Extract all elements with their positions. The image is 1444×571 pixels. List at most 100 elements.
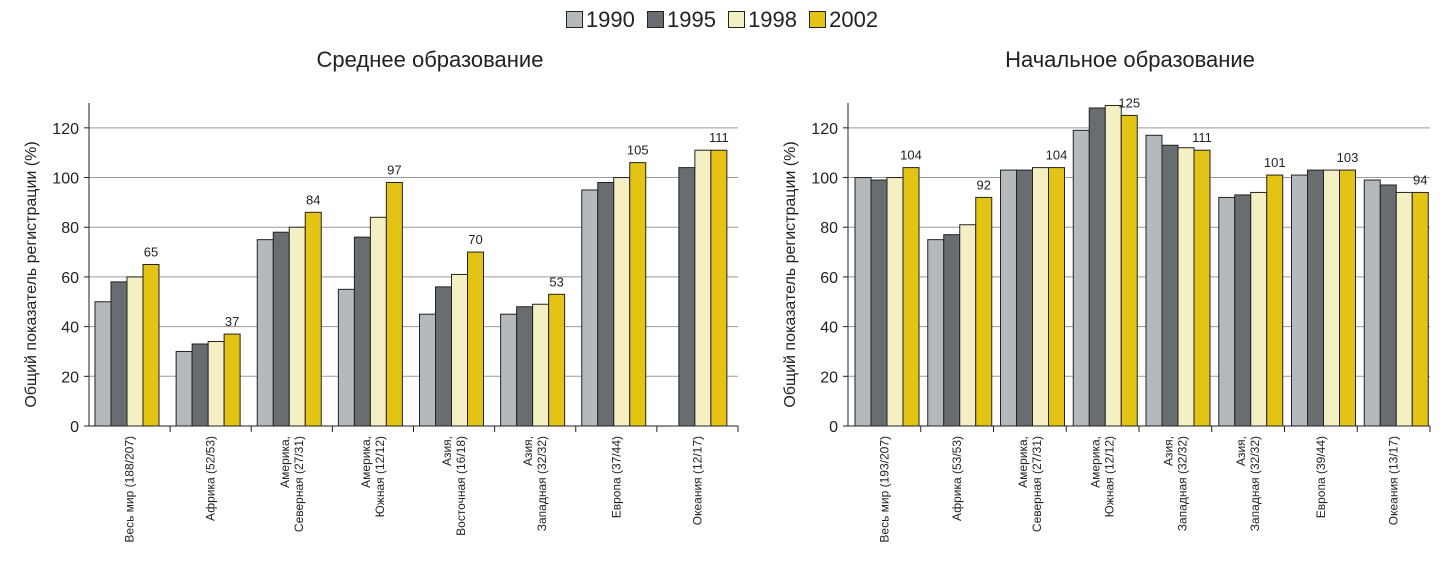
bar-1990-америка-южная-12-12 [1072, 129, 1090, 427]
bar-1995-океания-12-17 [678, 167, 696, 427]
category-label-азия-восточная-16-18: Азия,Восточная (16/18) [440, 436, 468, 536]
category-label-line: Западная (32/32) [1175, 436, 1189, 531]
category-label-океания-12-17: Океания (12/17) [690, 436, 704, 525]
data-label-европа-39-44: 103 [1337, 150, 1359, 165]
bar-1998-африка-52-53 [207, 341, 225, 427]
legend-swatch-1990 [565, 11, 583, 28]
category-label-европа-37-44: Европа (37/44) [609, 436, 623, 518]
bar-1995-океания-13-17 [1379, 184, 1397, 427]
category-label-африка-52-53: Африка (52/53) [204, 436, 218, 521]
category-label-азия-западная-32-32: Азия,Западная (32/32) [1161, 436, 1189, 531]
bar-1990-африка-52-53 [175, 350, 193, 427]
legend-label-1998: 1998 [748, 7, 798, 32]
y-tick-label-0: 0 [70, 419, 79, 436]
y-tick-label-60: 60 [61, 270, 79, 287]
bar-2002-азия-западная-32-32 [1266, 174, 1284, 427]
bar-1998-африка-53-53 [959, 224, 977, 427]
data-label-азия-восточная-16-18: 70 [468, 232, 482, 247]
legend-swatch-1995 [646, 11, 664, 28]
category-label-line: Америка, [1016, 436, 1030, 488]
bar-1990-азия-западная-32-32 [1145, 134, 1163, 427]
bar-1998-америка-северная-27-31 [288, 226, 306, 427]
category-label-line: Восточная (16/18) [454, 436, 468, 536]
bar-1995-америка-северная-27-31 [272, 231, 290, 427]
bar-1998-весь-мир-188-207 [126, 276, 144, 427]
bar-1998-америка-южная-12-12 [369, 216, 387, 427]
category-label-line: Европа (37/44) [609, 436, 623, 518]
bar-2002-америка-северная-27-31 [1048, 167, 1065, 427]
bar-2002-европа-37-44 [629, 162, 647, 427]
y-tick-label-0: 0 [829, 419, 838, 436]
category-label-line: Южная (12/12) [1103, 436, 1117, 517]
legend-item-1998: 1998 [728, 6, 797, 34]
category-label-line: Азия, [440, 436, 454, 466]
legend-item-1990: 1990 [565, 6, 635, 34]
category-label-америка-северная-27-31: Америка,Северная (27/31) [278, 436, 306, 532]
chart-primary: 0 20 40 60 80 100 120 Общий показатель регистра… [782, 95, 1431, 543]
data-label-америка-южная-12-12: 125 [1118, 95, 1140, 110]
y-tick-label-120: 120 [811, 121, 838, 138]
bar-2002-африка-52-53 [223, 333, 241, 427]
data-label-азия-западная-32-32: 101 [1264, 155, 1286, 170]
category-label-азия-западная-32-32: Азия,Западная (32/32) [1234, 436, 1262, 531]
category-label-весь-мир-193-207: Весь мир (193/207) [877, 436, 891, 543]
data-label-весь-мир-193-207: 104 [900, 148, 922, 163]
bar-1998-америка-южная-12-12 [1104, 104, 1122, 427]
bar-2002-азия-западная-32-32 [548, 293, 566, 427]
bar-1995-америка-южная-12-12 [1088, 107, 1106, 427]
category-label-line: Америка, [359, 436, 373, 488]
data-label-океания-12-17: 111 [709, 130, 729, 145]
chart-secondary: 0 20 40 60 80 100 120 Общий показатель регистра… [23, 103, 739, 543]
y-tick-label-60: 60 [820, 270, 838, 287]
bar-1995-африка-53-53 [943, 234, 961, 427]
category-label-line: Южная (12/12) [373, 436, 387, 517]
category-label-line: Азия, [521, 436, 535, 466]
bar-1990-америка-северная-27-31 [256, 239, 274, 427]
data-label-америка-северная-27-31: 104 [1046, 148, 1068, 163]
legend-item-2002: 2002 [809, 6, 878, 34]
bar-1990-европа-37-44 [581, 189, 599, 427]
bar-1995-азия-западная-32-32 [516, 306, 534, 427]
y-tick-label-40: 40 [61, 320, 79, 337]
bar-2002-океания-12-17 [710, 149, 728, 427]
category-label-line: Северная (27/31) [1030, 436, 1044, 532]
bar-1990-африка-53-53 [927, 239, 945, 427]
category-label-америка-северная-27-31: Америка,Северная (27/31) [1016, 436, 1044, 532]
bar-1998-океания-13-17 [1395, 191, 1413, 427]
category-label-line: Океания (12/17) [690, 436, 704, 525]
bar-1998-америка-северная-27-31 [1032, 167, 1049, 427]
legend-item-1995: 1995 [646, 6, 716, 34]
bar-1990-америка-северная-27-31 [1000, 169, 1017, 427]
category-label-line: Азия, [1234, 436, 1248, 466]
category-label-океания-13-17: Океания (13/17) [1387, 436, 1401, 525]
chart-legend: 1990 1995 1998 2002 [0, 6, 1444, 34]
category-label-line: Америка, [1089, 436, 1103, 488]
category-label-line: Америка, [278, 436, 292, 488]
bar-2002-весь-мир-193-207 [902, 167, 920, 427]
y-tick-label-100: 100 [811, 171, 838, 188]
bar-1998-азия-западная-32-32 [1250, 191, 1268, 427]
bar-1998-азия-восточная-16-18 [451, 273, 468, 427]
data-label-америка-южная-12-12: 97 [387, 163, 401, 178]
bar-1995-азия-западная-32-32 [1161, 144, 1179, 427]
category-label-азия-западная-32-32: Азия,Западная (32/32) [521, 436, 549, 531]
data-label-океания-13-17: 94 [1413, 172, 1427, 187]
bar-1995-америка-южная-12-12 [353, 236, 371, 427]
category-label-line: Весь мир (188/207) [123, 436, 137, 543]
data-label-азия-западная-32-32: 111 [1192, 130, 1212, 145]
bar-1990-америка-южная-12-12 [337, 288, 355, 427]
data-label-азия-западная-32-32: 53 [549, 274, 563, 289]
bar-1995-европа-37-44 [597, 182, 615, 427]
bar-1990-весь-мир-193-207 [854, 177, 872, 427]
bar-1995-америка-северная-27-31 [1016, 169, 1033, 427]
bar-1995-весь-мир-188-207 [110, 281, 128, 427]
category-label-америка-южная-12-12: Америка,Южная (12/12) [359, 436, 387, 517]
bar-1995-весь-мир-193-207 [870, 179, 888, 427]
y-tick-label-120: 120 [52, 121, 79, 138]
bar-1998-азия-западная-32-32 [1177, 147, 1195, 427]
data-label-африка-53-53: 92 [977, 177, 991, 192]
bar-1990-океания-13-17 [1363, 179, 1381, 427]
bar-1995-азия-восточная-16-18 [435, 286, 452, 427]
category-label-европа-39-44: Европа (39/44) [1314, 436, 1328, 518]
